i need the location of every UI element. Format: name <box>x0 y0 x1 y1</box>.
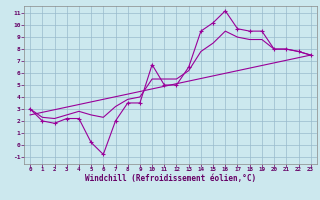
X-axis label: Windchill (Refroidissement éolien,°C): Windchill (Refroidissement éolien,°C) <box>85 174 256 183</box>
